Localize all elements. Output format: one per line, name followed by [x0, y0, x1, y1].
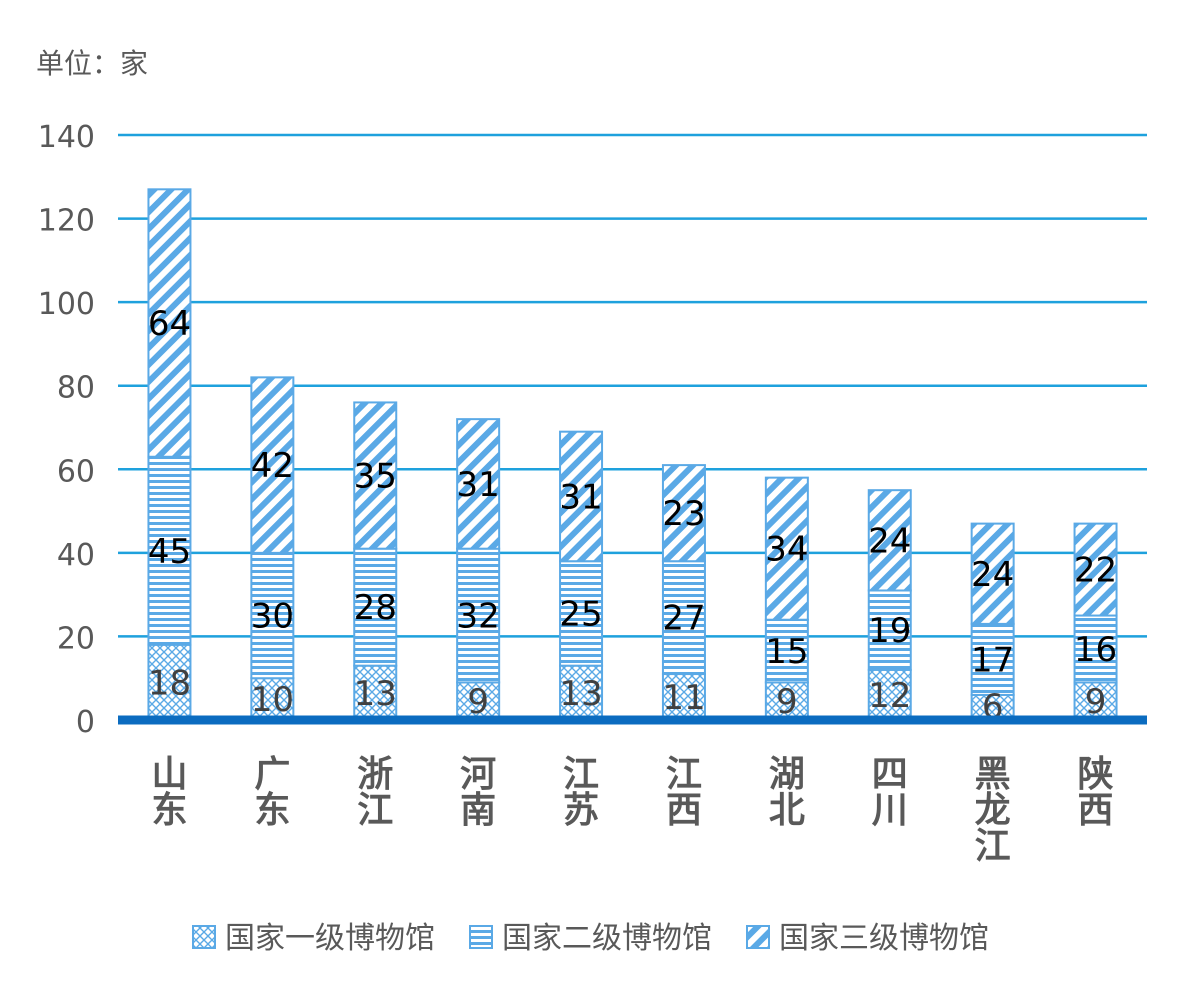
bar-segment — [970, 622, 1015, 696]
data-label: 27 — [662, 599, 705, 639]
data-label: 45 — [148, 532, 191, 572]
data-label: 42 — [251, 446, 294, 486]
category-label: 浙 — [357, 754, 393, 795]
data-label: 24 — [868, 521, 911, 561]
bar-segment — [970, 522, 1015, 625]
bar-segment — [250, 551, 295, 680]
bar-segment — [456, 418, 501, 550]
y-tick-label: 60 — [57, 454, 95, 489]
y-tick-label: 20 — [57, 621, 95, 656]
category-label: 江 — [563, 754, 599, 795]
category-label: 黑 — [975, 754, 1011, 795]
data-label: 10 — [251, 680, 294, 720]
data-label: 13 — [559, 674, 602, 714]
category-label: 江 — [666, 754, 702, 795]
data-label: 31 — [559, 477, 602, 517]
category-label: 西 — [1078, 790, 1114, 831]
bar-segment — [764, 618, 809, 684]
bar-segment — [661, 464, 706, 563]
legend-swatch — [192, 925, 216, 949]
category-label: 江 — [357, 790, 393, 831]
y-tick-label: 80 — [57, 371, 95, 406]
bar-segment — [353, 547, 398, 667]
category-label: 川 — [872, 790, 908, 831]
data-label: 24 — [971, 555, 1014, 595]
bar-segment — [353, 401, 398, 550]
data-label: 9 — [467, 682, 489, 722]
bar-segment — [559, 664, 604, 722]
bar-segment — [867, 489, 912, 592]
category-label: 东 — [254, 790, 290, 831]
y-tick-label: 120 — [38, 204, 95, 239]
bar-segment — [661, 673, 706, 721]
bar-segment — [1073, 522, 1118, 617]
data-label: 15 — [765, 632, 808, 672]
category-label: 湖 — [769, 754, 805, 795]
data-label: 23 — [662, 494, 705, 534]
data-label: 31 — [457, 465, 500, 505]
data-label: 64 — [148, 304, 191, 344]
data-label: 28 — [354, 588, 397, 628]
y-tick-label: 100 — [38, 287, 95, 322]
bar-segment — [867, 589, 912, 671]
bar-segment — [250, 677, 295, 722]
data-label: 9 — [1085, 682, 1107, 722]
data-label: 13 — [354, 674, 397, 714]
legend-label: 国家一级博物馆 — [225, 921, 435, 956]
bar-segment — [1073, 681, 1118, 722]
data-label: 34 — [765, 530, 808, 570]
category-label: 西 — [666, 790, 702, 831]
bar-segment — [559, 430, 604, 563]
data-label: 18 — [148, 663, 191, 703]
unit-label: 单位：家 — [36, 47, 149, 80]
category-label: 南 — [460, 790, 496, 831]
data-label: 35 — [354, 457, 397, 497]
category-label: 广 — [254, 754, 290, 795]
bar-segment — [353, 664, 398, 722]
bar-segment — [1073, 614, 1118, 684]
data-label: 30 — [251, 597, 294, 637]
bar-segment — [456, 681, 501, 722]
data-label: 12 — [868, 676, 911, 716]
data-label: 16 — [1074, 630, 1117, 670]
category-label: 江 — [975, 826, 1011, 867]
bar-segment — [559, 560, 604, 667]
category-label: 苏 — [563, 790, 599, 831]
data-label: 11 — [662, 678, 705, 718]
data-label: 17 — [971, 640, 1014, 680]
bar-segment — [250, 376, 295, 554]
category-label: 河 — [460, 754, 496, 795]
legend-swatch — [746, 925, 770, 949]
category-label: 陕 — [1078, 754, 1114, 795]
category-label: 北 — [769, 790, 805, 831]
bar-segment — [456, 547, 501, 684]
legend-label: 国家二级博物馆 — [502, 921, 712, 956]
bar-segment — [147, 188, 192, 458]
category-label: 东 — [151, 790, 187, 831]
legend-swatch — [469, 925, 493, 949]
y-tick-label: 40 — [57, 538, 95, 573]
category-label: 四 — [872, 754, 908, 795]
bar-segment — [661, 560, 706, 676]
data-label: 19 — [868, 611, 911, 651]
category-label: 山 — [151, 754, 187, 795]
bar-segment — [764, 476, 809, 621]
y-tick-label: 140 — [38, 120, 95, 155]
legend-label: 国家三级博物馆 — [779, 921, 989, 956]
category-label: 龙 — [975, 790, 1011, 831]
data-label: 22 — [1074, 551, 1117, 591]
y-tick-label: 0 — [76, 705, 95, 740]
data-label: 32 — [457, 597, 500, 637]
data-label: 25 — [559, 594, 602, 634]
data-label: 9 — [776, 682, 798, 722]
